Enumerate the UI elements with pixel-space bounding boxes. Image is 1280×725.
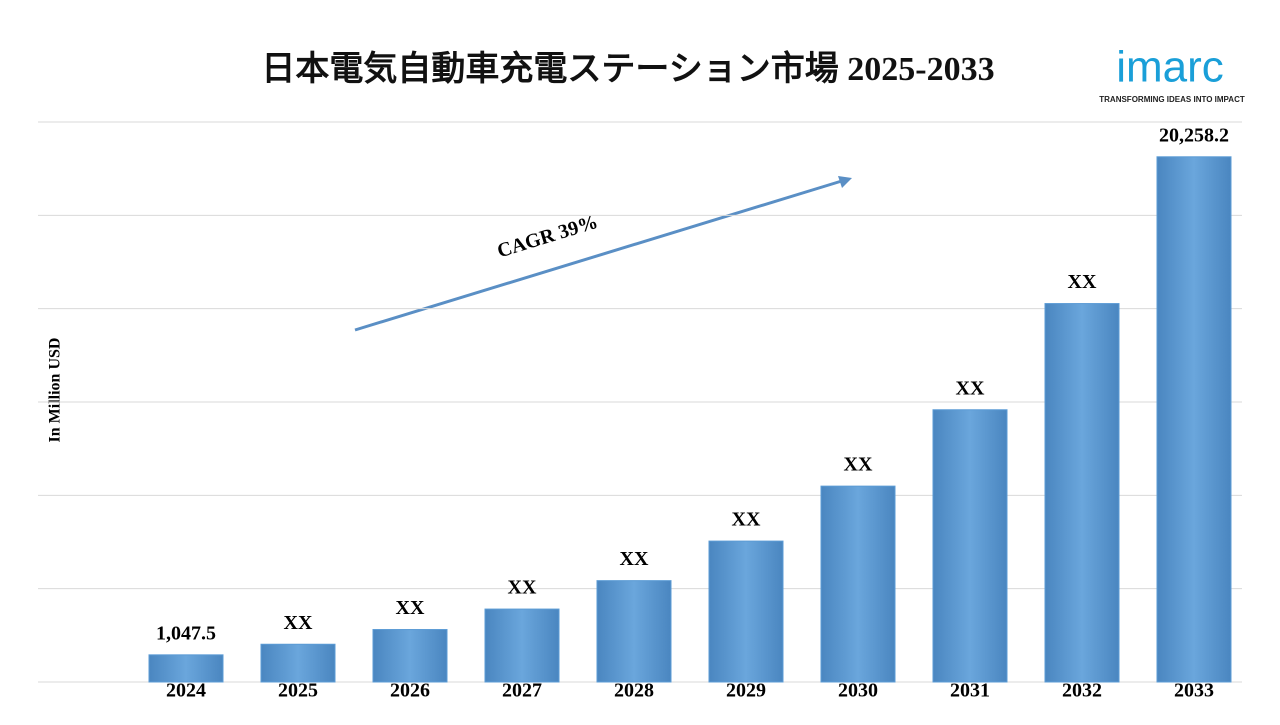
value-label: XX bbox=[396, 597, 425, 619]
x-tick-label: 2028 bbox=[614, 680, 654, 702]
bar bbox=[260, 643, 336, 683]
bar bbox=[596, 580, 672, 683]
logo: imarc bbox=[1116, 43, 1224, 92]
chart-title: 日本電気自動車充電ステーション市場 2025-2033 bbox=[261, 49, 994, 88]
bar bbox=[1044, 303, 1120, 683]
x-tick-label: 2026 bbox=[390, 680, 430, 702]
bar bbox=[932, 409, 1008, 683]
y-axis-label: In Million USD bbox=[47, 338, 64, 443]
arrow-head bbox=[838, 176, 852, 188]
bar bbox=[708, 540, 784, 683]
x-tick-label: 2029 bbox=[726, 680, 766, 702]
x-tick-label: 2027 bbox=[502, 680, 542, 702]
logo-tagline: TRANSFORMING IDEAS INTO IMPACT bbox=[1099, 95, 1245, 104]
bar bbox=[148, 654, 224, 683]
bar bbox=[1156, 156, 1232, 683]
annotation: CAGR 39% bbox=[495, 211, 601, 262]
x-tick-label: 2025 bbox=[278, 680, 318, 702]
x-tick-label: 2024 bbox=[166, 680, 206, 702]
value-label: 1,047.5 bbox=[156, 622, 216, 644]
value-label: XX bbox=[732, 509, 761, 531]
x-tick-label: 2032 bbox=[1062, 680, 1102, 702]
value-label: XX bbox=[1068, 271, 1097, 293]
bar bbox=[820, 485, 896, 683]
bar bbox=[372, 629, 448, 683]
value-label: XX bbox=[508, 577, 537, 599]
cagr-arrow bbox=[354, 178, 846, 332]
value-label: XX bbox=[956, 377, 985, 399]
bar bbox=[484, 608, 560, 683]
value-label: 20,258.2 bbox=[1159, 124, 1229, 146]
value-label: XX bbox=[620, 548, 649, 570]
x-tick-label: 2031 bbox=[950, 680, 990, 702]
x-tick-label: 2030 bbox=[838, 680, 878, 702]
value-label: XX bbox=[844, 454, 873, 476]
value-label: XX bbox=[284, 612, 313, 634]
x-tick-label: 2033 bbox=[1174, 680, 1214, 702]
